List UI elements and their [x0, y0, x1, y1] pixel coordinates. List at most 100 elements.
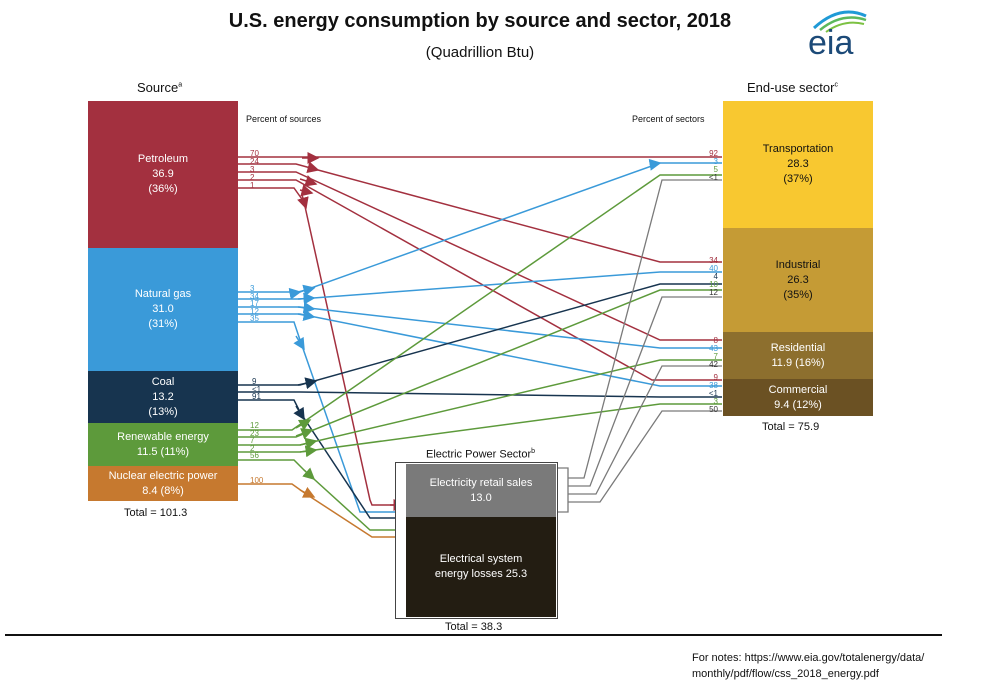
- source-header-label: Source: [137, 80, 179, 95]
- pct-label: <1: [252, 384, 262, 394]
- arrow-renewable-transport: [295, 419, 312, 431]
- flow-renewable-commercial: [238, 403, 722, 453]
- percent-of-sectors-label: Percent of sectors: [632, 114, 705, 124]
- source-coal-name: Coal: [151, 375, 175, 388]
- pct-label: 38: [709, 381, 718, 390]
- pct-label: 35: [250, 314, 259, 323]
- sector-transportation-name: Transportation: [762, 143, 834, 155]
- source-gas-pct: (31%): [148, 318, 178, 330]
- source-petroleum-pct: (36%): [148, 183, 178, 195]
- pct-label: 9: [713, 373, 718, 382]
- flow-renewable-industrial: [238, 289, 722, 438]
- source-gas-name: Natural gas: [134, 288, 192, 300]
- eia-logo: eia: [800, 6, 875, 62]
- pct-label: 3: [250, 165, 255, 174]
- arrow-gas-commercial: [297, 309, 316, 321]
- pct-label: 3: [713, 397, 718, 406]
- pct-label: 10: [709, 280, 718, 289]
- source-renewable-name: Renewable energy: [117, 430, 209, 443]
- flow-petroleum-electric: [238, 187, 405, 506]
- pct-label: 8: [713, 336, 718, 345]
- flow-petroleum-residential: [238, 171, 722, 341]
- source-nuclear: Nuclear electric power 8.4 (8%): [88, 466, 238, 501]
- renewable-flows: [238, 174, 722, 531]
- sector-residential-name: Residential: [770, 341, 826, 354]
- source-nuclear-name: Nuclear electric power: [108, 469, 218, 482]
- arrow-renewable-commercial: [299, 445, 318, 458]
- sector-industrial: Industrial 26.3 (35%): [723, 228, 873, 332]
- flow-renewable-electric: [238, 459, 405, 531]
- flow-gas-industrial: [238, 271, 722, 300]
- retail-name: Electricity retail sales: [429, 476, 533, 489]
- commercial-percents: 9 38 <1 3 50: [694, 374, 718, 414]
- sector-commercial: Commercial 9.4 (12%): [723, 379, 873, 416]
- arrow-gas-electric: [293, 335, 305, 351]
- arrow-coal-electric: [293, 405, 305, 421]
- arrow-renewable-industrial: [295, 428, 314, 440]
- sector-commercial-name: Commercial: [768, 383, 828, 396]
- electricity-flows: [557, 179, 722, 513]
- electric-power-header-sup: b: [531, 448, 536, 455]
- sector-industrial-value: 26.3: [787, 273, 809, 286]
- source-gas-value: 31.0: [152, 303, 174, 315]
- flow-electric-industrial: [568, 296, 722, 487]
- source-nuclear-value: 8.4 (8%): [142, 484, 184, 497]
- flow-coal-electric: [238, 399, 405, 519]
- pct-label: 70: [250, 149, 259, 158]
- pct-label: 7: [713, 352, 718, 361]
- arrow-gas-transport: [297, 284, 316, 297]
- source-header-sup: a: [178, 81, 183, 89]
- source-petroleum-name: Petroleum: [137, 153, 189, 165]
- pct-label: 43: [709, 344, 718, 353]
- losses-name: Electrical system: [439, 553, 523, 565]
- sector-residential-value: 11.9 (16%): [771, 356, 825, 369]
- pct-label: 5: [713, 165, 718, 174]
- sector-transportation-pct: (37%): [783, 173, 813, 185]
- sector-industrial-pct: (35%): [783, 288, 813, 301]
- arrow-gas-residential: [297, 301, 316, 314]
- flow-renewable-residential: [238, 359, 722, 446]
- footer-notes: For notes: https://www.eia.gov/totalener…: [692, 650, 924, 682]
- pct-label: 12: [250, 421, 259, 430]
- arrow-coal-industrial: [297, 377, 318, 390]
- flow-gas-transportation: [238, 158, 722, 300]
- petroleum-percents: 70 24 3 2 1: [250, 150, 259, 190]
- pct-label: <1: [708, 389, 718, 398]
- pct-label: 23: [250, 428, 259, 438]
- pct-label: <1: [708, 173, 718, 182]
- losses-value: energy losses 25.3: [434, 568, 528, 580]
- arrow-petroleum-commercial: [299, 184, 314, 197]
- flow-nuclear-electric: [238, 483, 405, 538]
- pct-label: 12: [709, 288, 718, 297]
- flow-electric-commercial: [568, 410, 722, 503]
- sector-industrial-name: Industrial: [775, 258, 821, 271]
- sector-transportation: Transportation 28.3 (37%): [723, 101, 873, 228]
- pct-label: 2: [250, 443, 255, 453]
- source-petroleum-value: 36.9: [152, 168, 174, 180]
- nuclear-percents: 100: [250, 477, 263, 485]
- electricity-retail-sales: Electricity retail sales 13.0: [406, 464, 556, 517]
- residential-percents: 8 43 7 42: [694, 337, 718, 369]
- sector-header-label: End-use sector: [747, 80, 835, 95]
- gas-flows: [238, 158, 722, 513]
- pct-label: 4: [713, 272, 718, 281]
- flow-gas-commercial: [238, 313, 722, 387]
- pct-label: 2: [250, 173, 255, 182]
- coal-percents: 9 <1 91: [252, 378, 261, 401]
- arrow-renewable-electric: [302, 467, 316, 481]
- sector-header-sup: c: [834, 81, 838, 89]
- pct-label: 24: [250, 157, 259, 166]
- source-renewable: Renewable energy 11.5 (11%): [88, 423, 238, 466]
- pct-label: 34: [709, 256, 718, 265]
- sector-transportation-value: 28.3: [787, 158, 809, 170]
- pct-label: 92: [709, 149, 718, 158]
- pct-label: 12: [250, 306, 259, 316]
- source-petroleum: Petroleum 36.9 (36%): [88, 101, 238, 248]
- flow-gas-residential: [238, 306, 722, 349]
- nuclear-flows: [238, 483, 405, 538]
- source-natural-gas: Natural gas 31.0 (31%): [88, 248, 238, 371]
- page-title: U.S. energy consumption by source and se…: [228, 10, 732, 32]
- pct-label: 50: [709, 405, 718, 414]
- industrial-percents: 34 40 4 10 12: [694, 257, 718, 297]
